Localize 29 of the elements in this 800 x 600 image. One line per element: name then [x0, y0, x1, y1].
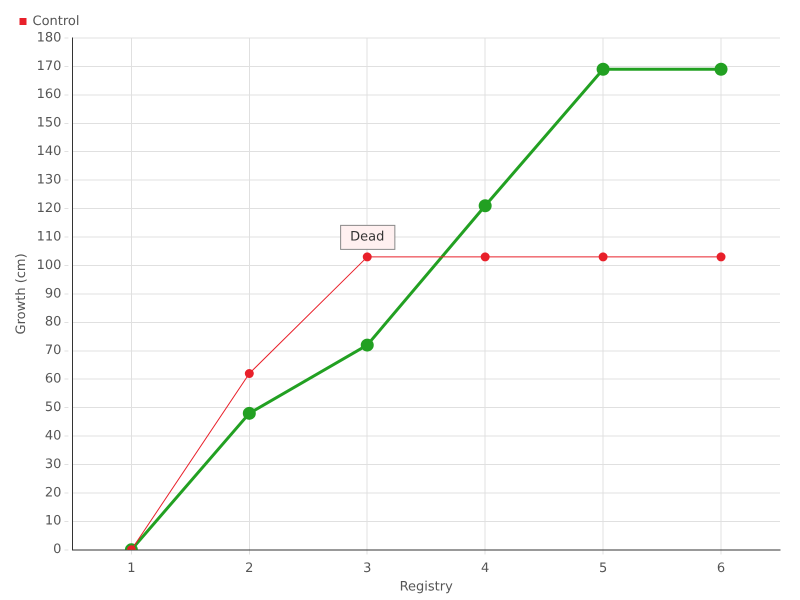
y-tick-label: 60	[44, 372, 62, 387]
x-axis-title: Registry	[400, 580, 454, 595]
y-tick-label: 90	[44, 286, 62, 302]
y-tick-label: 150	[36, 116, 62, 131]
y-tick-label: 100	[36, 258, 62, 273]
y-tick-label: 40	[44, 428, 62, 444]
y-axis-title: Growth (cm)	[14, 253, 30, 334]
x-tick-label: 1	[127, 560, 136, 576]
y-tick-label: 180	[36, 30, 62, 46]
y-tick-label: 120	[36, 200, 62, 216]
legend-label: Control	[32, 14, 80, 29]
y-tick-label: 110	[36, 229, 62, 244]
y-tick-label: 160	[36, 87, 62, 102]
y-tick-label: 130	[36, 172, 62, 188]
x-tick-label: 4	[481, 560, 490, 576]
y-tick-label: 70	[44, 343, 62, 358]
x-tick-label: 6	[716, 560, 726, 576]
y-tick-label: 50	[44, 400, 62, 416]
y-tick-label: 10	[44, 514, 62, 529]
x-tick-label: 3	[363, 560, 372, 576]
x-tick-label: 2	[245, 560, 254, 576]
y-tick-label: 170	[36, 58, 62, 74]
y-tick-label: 20	[44, 485, 62, 500]
x-tick-label: 5	[598, 560, 608, 576]
y-tick-label: 80	[44, 314, 62, 330]
annotation: Dead	[350, 229, 384, 244]
y-tick-label: 140	[36, 144, 62, 160]
y-tick-label: 0	[53, 542, 62, 558]
y-tick-label: 30	[44, 456, 62, 472]
